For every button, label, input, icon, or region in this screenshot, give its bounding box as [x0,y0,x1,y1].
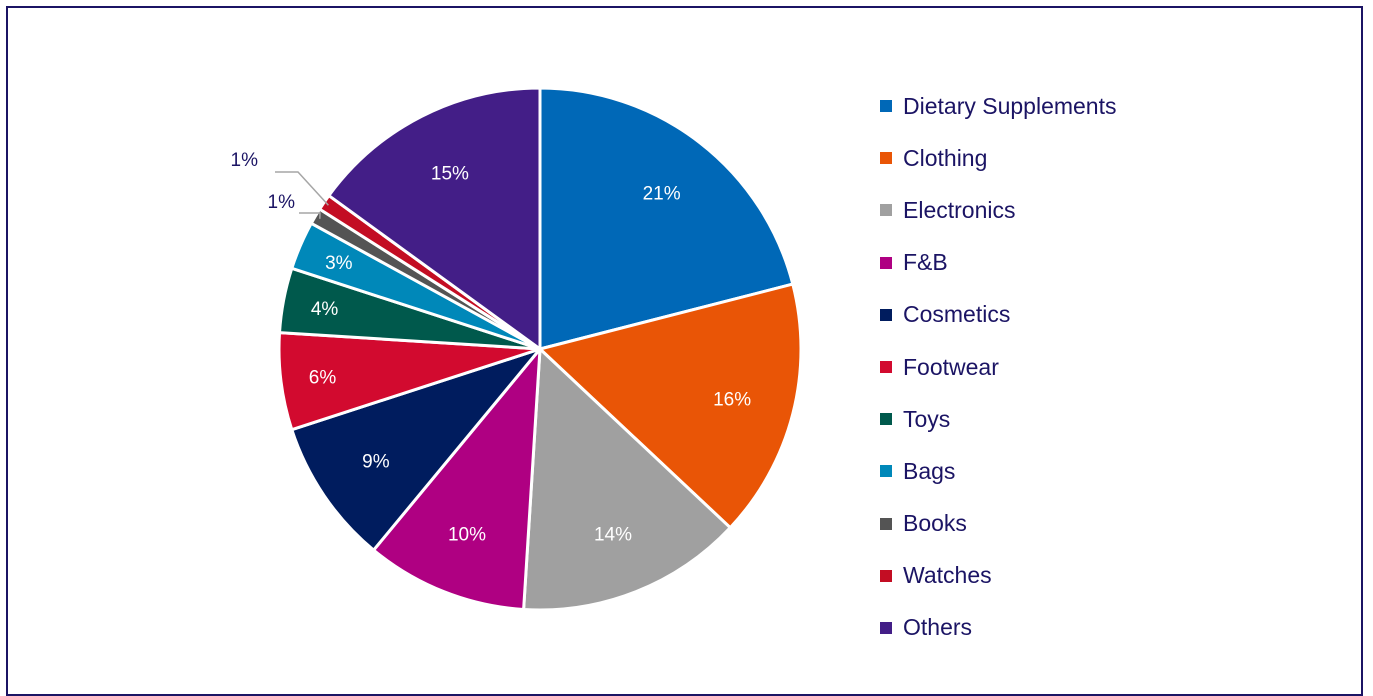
legend-label: Cosmetics [903,301,1011,328]
data-label-others: 15% [431,163,469,184]
legend-label: Footwear [903,353,999,380]
leader-line-books [299,212,321,219]
pie-slice-cosmetics [290,347,542,552]
legend-label: Watches [903,562,992,589]
data-label-clothing: 16% [713,389,751,410]
legend-item-books: Books [880,498,1117,550]
data-label-fandb: 10% [448,524,486,545]
legend-swatch [880,569,892,582]
legend-swatch [880,204,892,217]
legend-item-cosmetics: Cosmetics [880,289,1117,341]
legend-label: Dietary Supplements [903,92,1117,119]
pie-slice-electronics [522,347,732,612]
legend-item-others: Others [880,602,1117,654]
pie-slice-others [327,86,542,351]
data-label-bags: 3% [325,253,353,274]
legend-swatch [880,256,892,269]
leader-lines [275,171,329,219]
legend-swatch [880,152,892,165]
data-label-electronics: 14% [594,524,632,545]
legend-swatch [880,100,892,113]
pie-slice-fandb [372,347,542,611]
legend-item-footwear: Footwear [880,341,1117,393]
legend-label: Clothing [903,144,988,171]
legend-item-watches: Watches [880,550,1117,602]
legend-item-electronics: Electronics [880,184,1117,236]
leader-line-watches [275,171,329,206]
legend-item-clothing: Clothing [880,132,1117,184]
legend-item-toys: Toys [880,393,1117,445]
legend-label: F&B [903,249,948,276]
data-label-books: 1% [268,192,296,213]
data-label-footwear: 6% [309,368,337,389]
pie-slice-clothing [538,282,803,530]
legend-swatch [880,621,892,634]
legend-swatch [880,308,892,321]
legend-item-fandb: F&B [880,237,1117,289]
legend-item-dietary-supplements: Dietary Supplements [880,80,1117,132]
pie-slice-dietary-supplements [538,86,795,351]
legend-swatch [880,517,892,530]
legend-label: Books [903,510,967,537]
legend-swatch [880,361,892,374]
pie-slices [277,86,803,612]
legend-item-bags: Bags [880,445,1117,497]
legend-label: Others [903,614,973,641]
data-label-cosmetics: 9% [362,452,390,473]
legend-label: Electronics [903,196,1016,223]
data-labels: 21% 16% 14% 10% 9% 6% 4% 3% 1% 1% 15% [231,150,752,545]
legend-swatch [880,465,892,478]
legend: Dietary Supplements Clothing Electronics F&… [880,80,1117,654]
legend-label: Toys [903,405,951,432]
legend-swatch [880,413,892,426]
data-label-toys: 4% [311,299,339,320]
data-label-watches: 1% [231,150,259,171]
legend-label: Bags [903,457,956,484]
data-label-dietary-supplements: 21% [643,183,681,204]
